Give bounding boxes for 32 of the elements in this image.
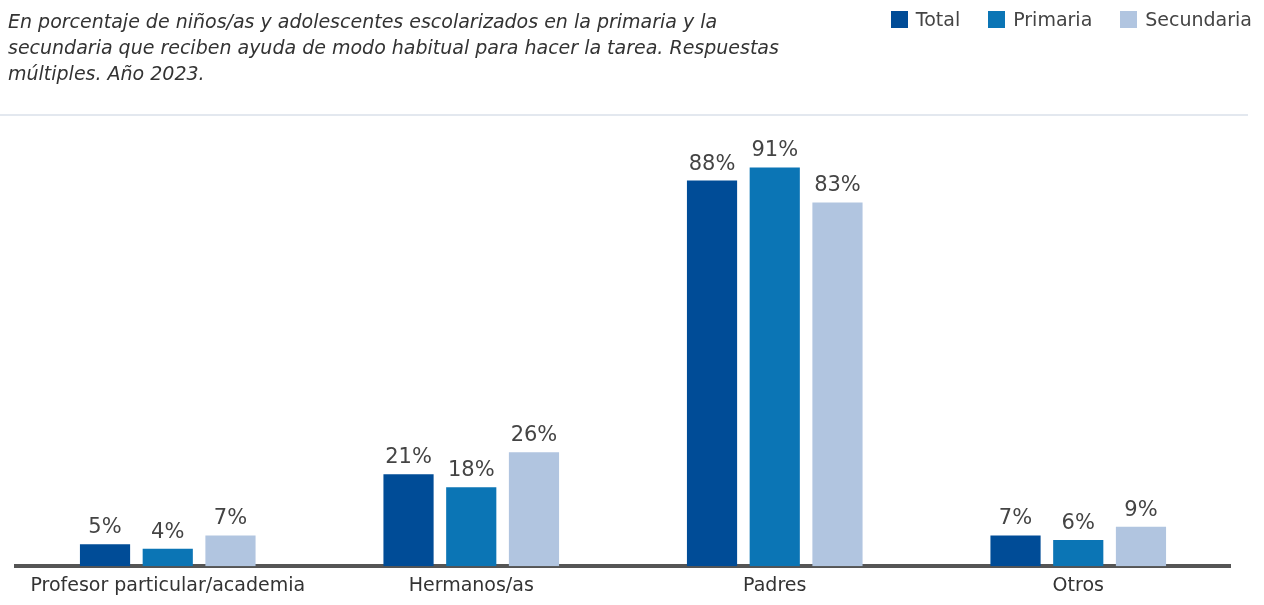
data-label: 7% bbox=[213, 505, 248, 530]
bar bbox=[383, 474, 434, 567]
bar bbox=[812, 202, 863, 567]
data-label: 18% bbox=[447, 457, 495, 482]
legend-label: Total bbox=[915, 8, 961, 30]
x-tick-label: Profesor particular/academia bbox=[30, 572, 306, 595]
bar bbox=[79, 544, 131, 567]
bar bbox=[686, 180, 738, 567]
bar bbox=[142, 548, 193, 567]
legend-label: Primaria bbox=[1013, 8, 1093, 30]
x-tick-label: Otros bbox=[1052, 572, 1104, 595]
bar bbox=[1115, 526, 1167, 567]
bar bbox=[446, 487, 497, 567]
data-label: 7% bbox=[998, 505, 1033, 530]
chart-title: En porcentaje de niños/as y adolescentes escolarizados en la primaria y la secundaria que reciben ayuda de modo habitual para hacer la tarea. Respuestas múltiples. Año 2023. bbox=[8, 9, 780, 86]
data-label: 5% bbox=[88, 514, 122, 539]
data-label: 21% bbox=[385, 444, 432, 469]
bar bbox=[205, 535, 256, 567]
legend-label: Secundaria bbox=[1145, 8, 1252, 30]
data-label: 91% bbox=[751, 137, 799, 162]
x-tick-label: Padres bbox=[743, 572, 807, 595]
data-label: 83% bbox=[814, 172, 861, 197]
bar bbox=[508, 452, 560, 567]
x-tick-label: Hermanos/as bbox=[408, 572, 534, 595]
data-label: 26% bbox=[510, 422, 558, 447]
bar bbox=[990, 535, 1041, 567]
data-label: 9% bbox=[1124, 496, 1158, 521]
bar bbox=[1053, 539, 1104, 567]
bar bbox=[749, 167, 800, 567]
data-label: 4% bbox=[151, 518, 185, 543]
data-label: 88% bbox=[688, 150, 736, 175]
data-label: 6% bbox=[1061, 509, 1095, 534]
